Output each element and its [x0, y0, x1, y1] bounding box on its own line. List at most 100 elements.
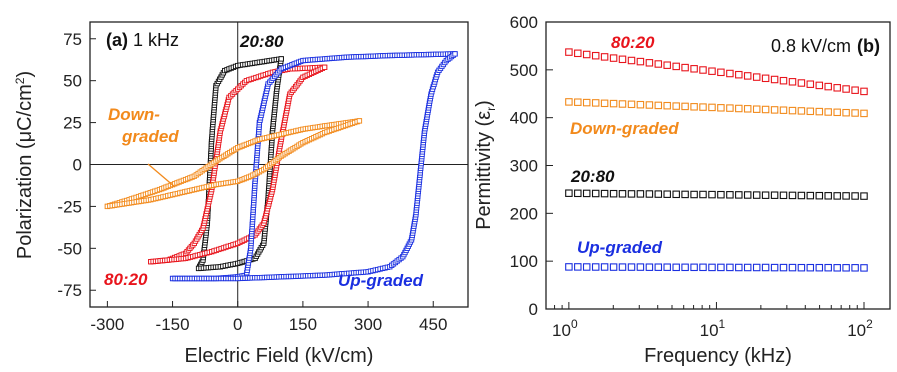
panel-a-y-title-end: ) [14, 71, 36, 78]
permittivity-point-up-graded [681, 263, 689, 272]
permittivity-point-80-20 [609, 54, 618, 62]
permittivity-point-up-graded [708, 263, 716, 272]
panel-b-series [565, 48, 868, 272]
permittivity-point-80-20 [815, 81, 824, 90]
permittivity-point-down-graded [788, 106, 797, 115]
loop-point-down-graded [356, 118, 363, 124]
permittivity-point-20-80 [824, 192, 832, 200]
permittivity-point-80-20 [672, 62, 680, 71]
permittivity-point-20-80 [851, 192, 859, 200]
permittivity-point-down-graded [699, 103, 707, 111]
label-down-graded-2: graded [121, 127, 179, 146]
permittivity-point-up-graded [636, 263, 645, 271]
permittivity-point-up-graded [672, 263, 680, 272]
permittivity-point-20-80 [779, 191, 788, 200]
panel-a-label: (a) [106, 30, 128, 50]
panel-a-y-tick-label: -75 [57, 281, 82, 300]
panel-a-y-tick-label: 50 [63, 72, 82, 91]
panel-a-y-axis-title: Polarization (μC/cm2) [13, 71, 36, 259]
permittivity-point-up-graded [743, 263, 752, 272]
permittivity-point-up-graded [770, 263, 779, 272]
permittivity-point-down-graded [565, 98, 573, 106]
permittivity-point-down-graded [681, 102, 689, 111]
permittivity-point-20-80 [663, 190, 671, 198]
permittivity-point-down-graded [797, 107, 806, 115]
permittivity-point-20-80 [591, 189, 600, 198]
panel-b-y-tick-label: 500 [510, 61, 538, 80]
permittivity-point-20-80 [806, 191, 815, 200]
series-down-graded [565, 98, 868, 118]
panel-b-y-title-end: ) [473, 100, 495, 107]
panel-a-y-title-unit: μC/cm [14, 84, 36, 142]
panel-a-y-tick-label: 75 [63, 30, 82, 49]
loop-point-20-80 [278, 56, 284, 62]
panel-b-header: 0.8 kV/cm (b) [771, 36, 880, 56]
permittivity-point-80-20 [743, 72, 752, 80]
permittivity-point-up-graded [788, 263, 797, 272]
permittivity-point-80-20 [842, 85, 850, 93]
permittivity-point-20-80 [636, 190, 645, 198]
permittivity-point-80-20 [627, 56, 636, 65]
loop-up-graded [169, 51, 458, 282]
panel-a-y-tick-label: -25 [57, 197, 82, 216]
permittivity-point-down-graded [851, 109, 859, 117]
permittivity-point-up-graded [609, 263, 618, 271]
permittivity-point-up-graded [761, 263, 770, 272]
permittivity-point-up-graded [806, 263, 815, 272]
panel-b-y-tick-label: 600 [510, 13, 538, 32]
permittivity-point-down-graded [663, 101, 671, 110]
label-up-graded: Up-graded [338, 271, 424, 290]
permittivity-point-up-graded [627, 263, 636, 271]
permittivity-point-down-graded [690, 103, 698, 111]
permittivity-point-down-graded [743, 105, 752, 113]
permittivity-point-80-20 [726, 69, 734, 78]
permittivity-point-20-80 [708, 190, 716, 199]
permittivity-point-up-graded [582, 263, 591, 271]
permittivity-point-down-graded [752, 105, 761, 113]
permittivity-point-down-graded [770, 106, 779, 114]
permittivity-point-up-graded [565, 263, 573, 271]
permittivity-point-20-80 [860, 192, 868, 200]
permittivity-point-20-80 [726, 191, 734, 199]
permittivity-point-80-20 [833, 84, 841, 92]
panel-a-frequency: 1 kHz [133, 30, 179, 50]
permittivity-point-up-graded [654, 263, 663, 271]
permittivity-point-80-20 [699, 66, 707, 74]
panel-a-hysteresis-chart: -300 -150 0 150 300 450 -75 -50 -25 0 25 50 75 Elect… [13, 21, 469, 367]
panel-b-y-tick-label: 0 [529, 300, 538, 319]
permittivity-point-20-80 [672, 190, 680, 199]
permittivity-point-20-80 [654, 190, 663, 198]
permittivity-point-20-80 [743, 191, 752, 199]
permittivity-point-80-20 [582, 50, 591, 59]
permittivity-point-down-graded [591, 99, 600, 107]
permittivity-point-down-graded [717, 104, 725, 112]
panel-a-x-tick-label: 0 [233, 315, 242, 334]
panel-b-x-tick-label: 101 [700, 317, 726, 340]
permittivity-point-80-20 [717, 68, 725, 77]
permittivity-point-80-20 [752, 73, 761, 81]
panel-b-ticks: 0 100 200 300 400 500 600 100 101 102 [510, 13, 874, 340]
permittivity-point-80-20 [797, 79, 806, 87]
permittivity-point-80-20 [788, 78, 797, 86]
permittivity-point-up-graded [752, 263, 761, 272]
panel-b-field: 0.8 kV/cm [771, 36, 851, 56]
panel-b-y-tick-label: 300 [510, 157, 538, 176]
permittivity-point-down-graded [815, 107, 824, 116]
label-20-80: 20:80 [239, 32, 284, 51]
permittivity-point-20-80 [842, 192, 850, 200]
permittivity-point-down-graded [654, 101, 663, 110]
permittivity-point-80-20 [806, 80, 815, 88]
panel-b-y-tick-label: 200 [510, 204, 538, 223]
permittivity-point-down-graded [582, 98, 591, 107]
permittivity-point-down-graded [672, 102, 680, 110]
permittivity-point-up-graded [842, 264, 850, 272]
panel-a-y-tick-label: 0 [73, 156, 82, 175]
permittivity-point-80-20 [574, 49, 582, 58]
permittivity-point-down-graded [779, 106, 788, 114]
panel-b-x-tick-label: 102 [847, 317, 873, 340]
permittivity-point-80-20 [654, 60, 663, 68]
permittivity-point-up-graded [574, 263, 582, 271]
permittivity-point-80-20 [591, 51, 600, 60]
permittivity-point-up-graded [600, 263, 609, 271]
